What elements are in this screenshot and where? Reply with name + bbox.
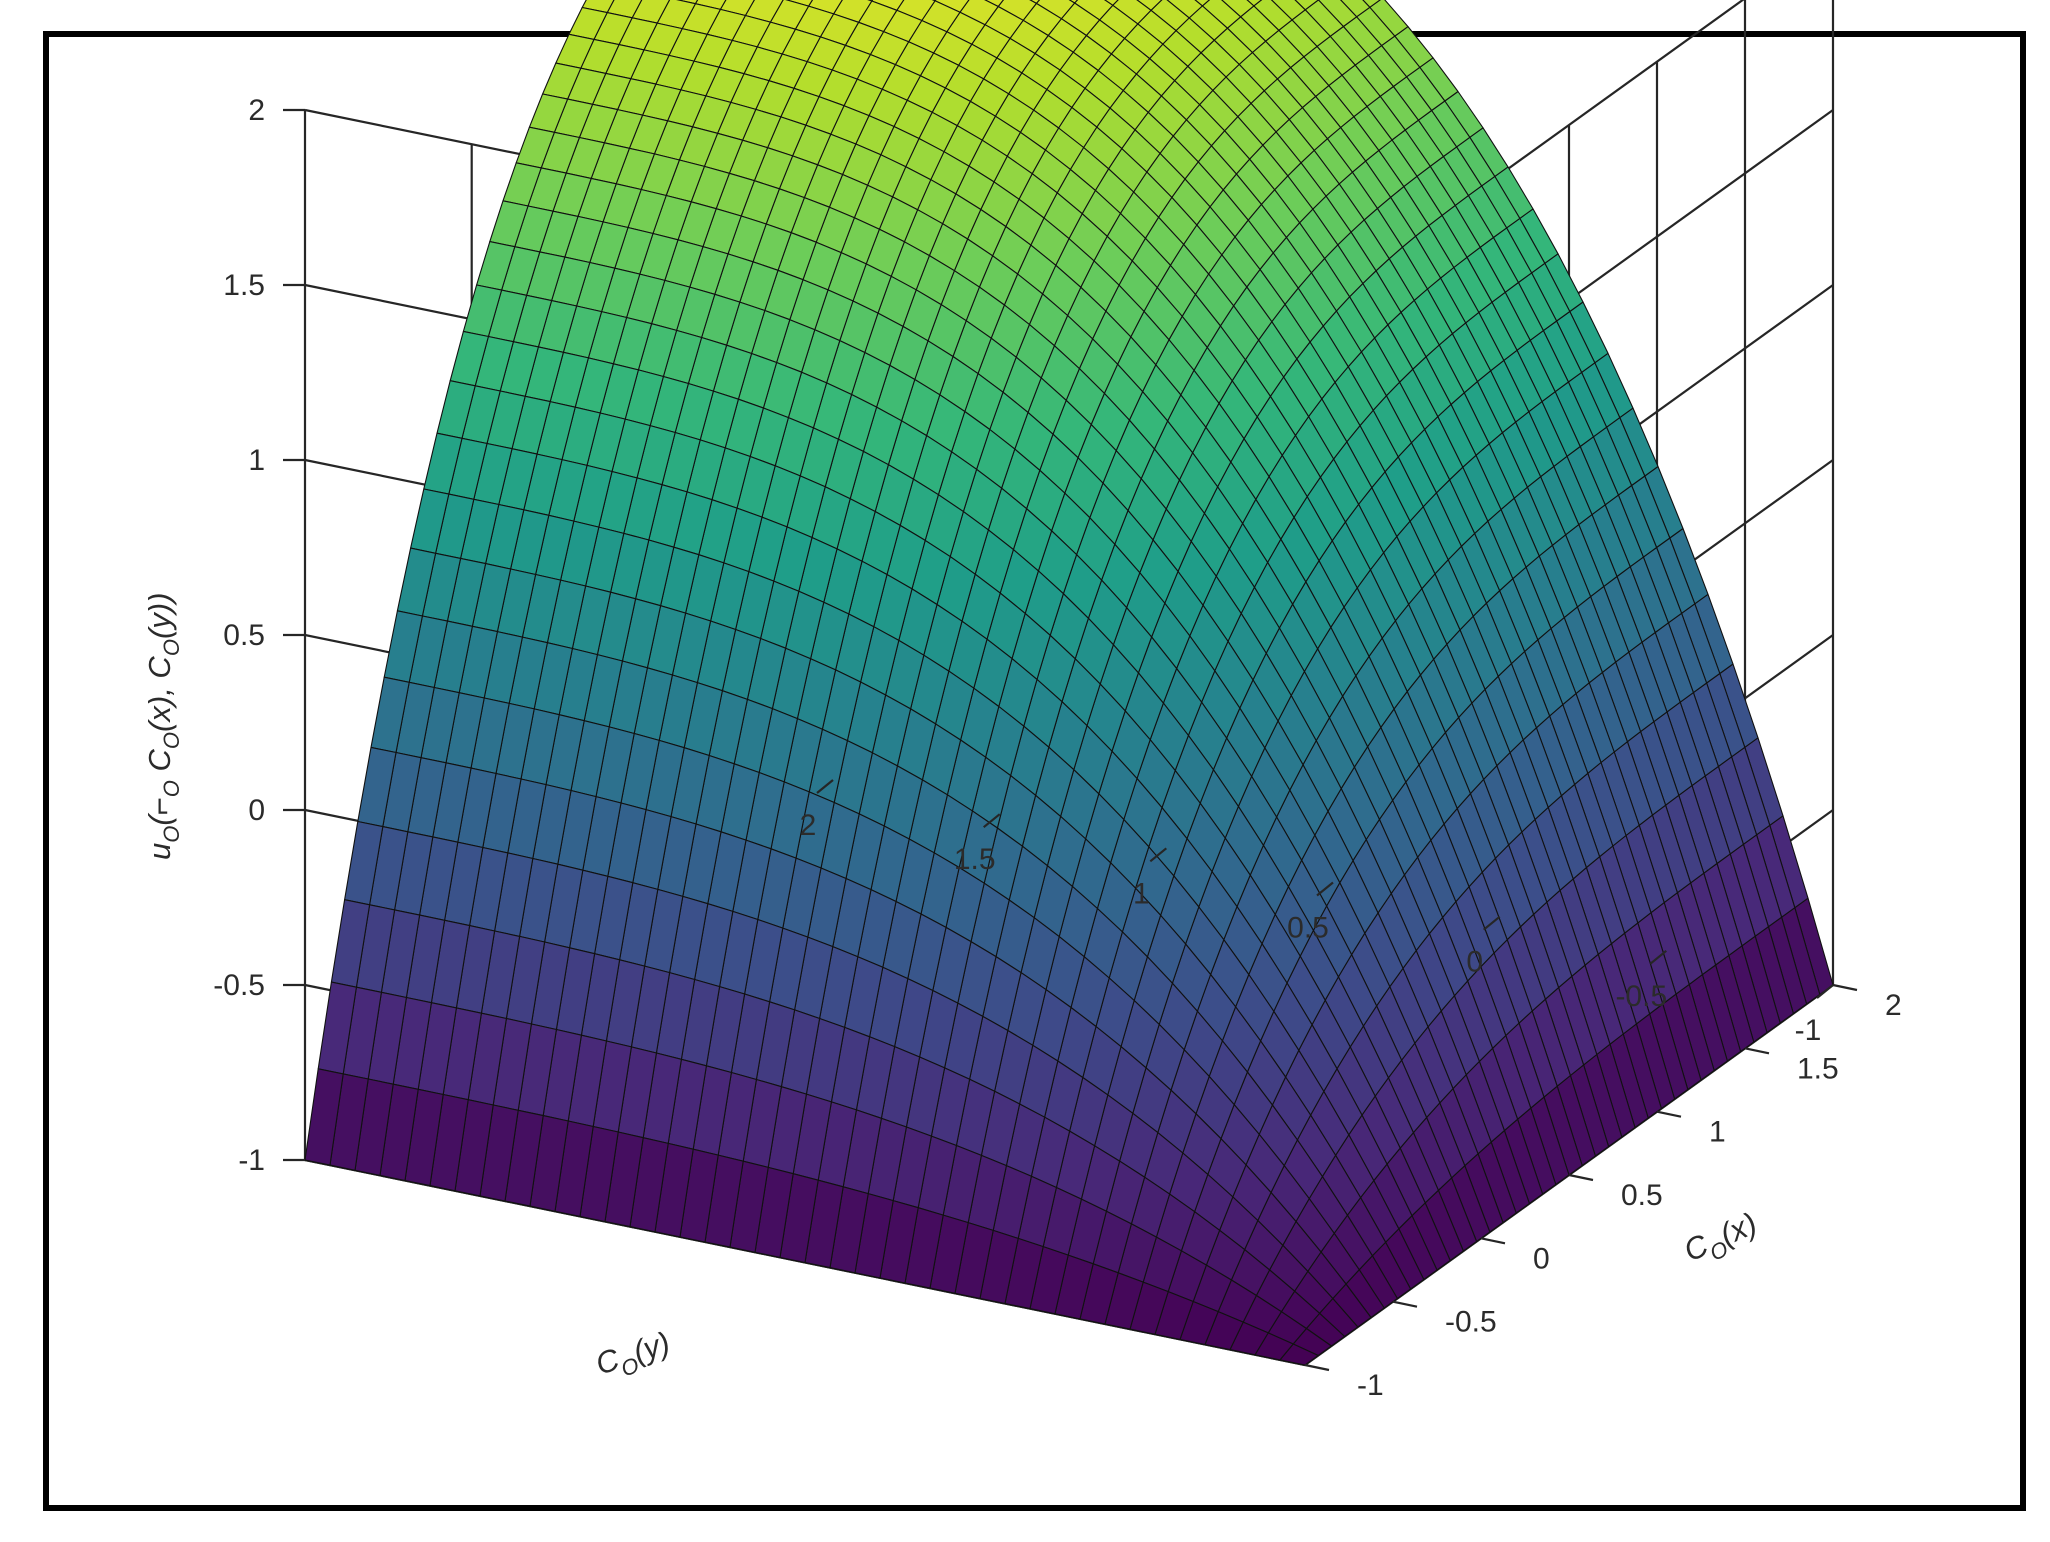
tick-mark bbox=[1316, 881, 1334, 897]
tick-mark bbox=[816, 779, 834, 794]
tick-label: -0.5 bbox=[1615, 980, 1667, 1013]
tick-label: -1 bbox=[1795, 1014, 1822, 1047]
tick-label: -1 bbox=[1357, 1369, 1384, 1402]
surface-cell bbox=[1136, 0, 1163, 11]
surface-cell bbox=[1294, 0, 1319, 11]
tick-mark bbox=[1483, 915, 1501, 931]
tick-mark bbox=[1568, 1173, 1594, 1182]
tick-label: 0.5 bbox=[1621, 1179, 1663, 1212]
tick-mark bbox=[1832, 983, 1858, 992]
surface-cell bbox=[1103, 0, 1119, 6]
tick-mark bbox=[1149, 847, 1167, 863]
surface-cell bbox=[1246, 0, 1263, 7]
tick-mark bbox=[1816, 984, 1834, 999]
tick-label: 1 bbox=[248, 444, 265, 477]
tick-label: 0.5 bbox=[1287, 912, 1329, 945]
tick-label: 1.5 bbox=[223, 269, 265, 302]
tick-mark bbox=[983, 813, 1001, 829]
tick-label: 0 bbox=[1533, 1242, 1550, 1275]
tick-mark bbox=[1480, 1237, 1506, 1245]
tick-mark bbox=[1304, 1363, 1330, 1372]
tick-label: 1.5 bbox=[954, 843, 996, 876]
tick-label: 2 bbox=[1885, 989, 1902, 1022]
tick-label: 0 bbox=[248, 794, 265, 827]
z-axis-label: uO(⌐O CO(x), CO(y)) bbox=[142, 593, 184, 860]
y-axis-label: CO(y) bbox=[591, 1325, 676, 1388]
tick-mark bbox=[1656, 1110, 1682, 1118]
tick-mark bbox=[1392, 1300, 1418, 1308]
tick-mark bbox=[1744, 1047, 1770, 1055]
tick-label: -0.5 bbox=[213, 969, 265, 1002]
surface-cell bbox=[1362, 0, 1381, 8]
tick-label: -0.5 bbox=[1445, 1306, 1497, 1339]
x-axis-label: CO(x) bbox=[1679, 1206, 1765, 1275]
surface bbox=[304, 0, 1834, 1366]
surface-cell bbox=[304, 1068, 344, 1166]
surface-cell bbox=[1194, 0, 1211, 7]
tick-label: 1 bbox=[1133, 877, 1150, 910]
tick-label: 2 bbox=[248, 94, 265, 127]
tick-label: 2 bbox=[800, 809, 817, 842]
tick-label: 1 bbox=[1709, 1116, 1726, 1149]
surface-cell bbox=[1339, 0, 1371, 18]
tick-label: 0.5 bbox=[223, 619, 265, 652]
tick-label: 1.5 bbox=[1797, 1052, 1839, 1085]
tick-labels: -1 -0.5 0 0.5 1 1.5 2 -1 -0.5 0 0.5 1 1.5 2 -1 -0.5 0 0.5… bbox=[213, 94, 1901, 1402]
tick-mark bbox=[1649, 949, 1667, 965]
surface-cell bbox=[984, 0, 1004, 8]
tick-label: -1 bbox=[238, 1144, 265, 1177]
tick-label: 0 bbox=[1466, 946, 1483, 979]
